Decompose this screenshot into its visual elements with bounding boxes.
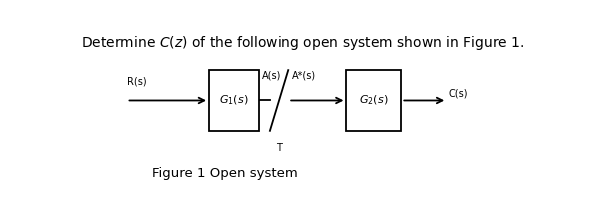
Text: $G_1(s)$: $G_1(s)$ [219,94,249,107]
Text: A(s): A(s) [262,70,281,80]
Text: Figure 1 Open system: Figure 1 Open system [152,167,298,180]
Text: C(s): C(s) [449,89,468,99]
Bar [346,70,401,131]
Text: A*(s): A*(s) [291,70,316,80]
Text: R(s): R(s) [126,77,146,87]
Text: $G_2(s)$: $G_2(s)$ [359,94,389,107]
Text: Determine $C(z)$ of the following open system shown in Figure 1.: Determine $C(z)$ of the following open s… [81,34,524,52]
Bar [209,70,259,131]
Text: T: T [276,143,282,153]
